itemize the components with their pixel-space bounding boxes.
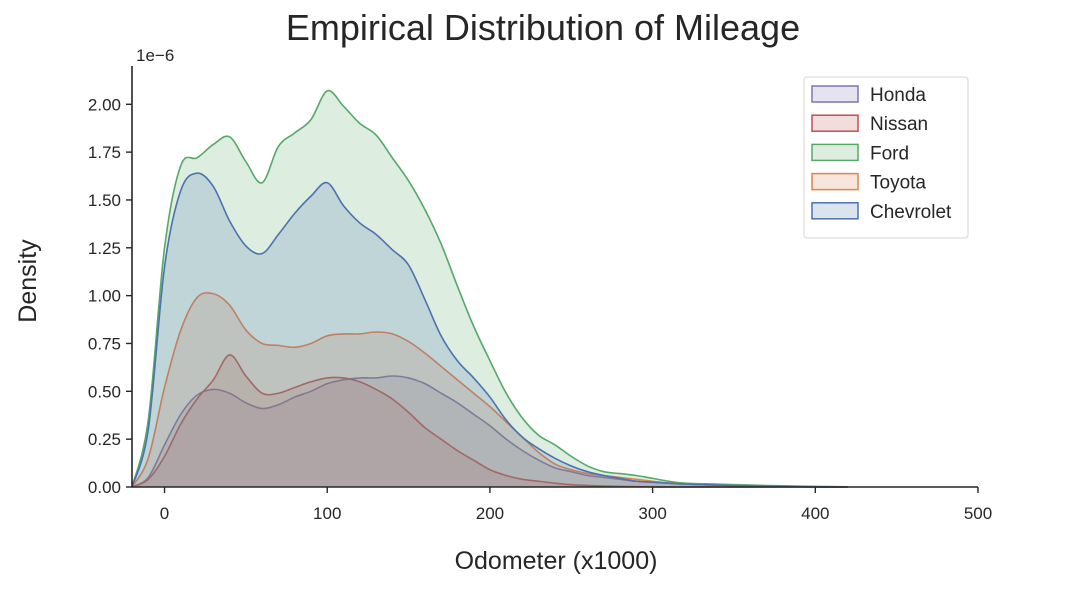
x-tick-label: 200 [476,504,504,523]
y-tick-label: 1.25 [88,239,121,258]
x-tick-label: 0 [160,504,169,523]
y-tick-label: 1.75 [88,143,121,162]
area-ford [132,90,848,487]
x-axis-label: Odometer (x1000) [455,547,658,575]
legend-label-chevrolet: Chevrolet [870,202,952,223]
area-honda [132,376,848,487]
legend-swatch-nissan [811,114,859,132]
curve-chevrolet [131,172,848,488]
y-scale-label: 1e−6 [136,46,174,65]
legend-label-honda: Honda [870,85,926,106]
y-tick-label: 1.50 [88,191,121,210]
y-tick-label: 0.00 [88,478,121,497]
legend-label-toyota: Toyota [870,173,926,194]
y-tick-label: 0.25 [88,430,121,449]
legend-swatch-toyota [811,172,859,191]
legend-item-chevrolet: Chevrolet [811,202,952,223]
x-tick-label: 100 [313,504,341,523]
plot-area [131,89,848,488]
y-axis-label: Density [14,239,42,323]
y-tick-label: 0.50 [88,382,121,401]
x-tick-label: 500 [964,504,992,523]
area-toyota [132,292,848,487]
x-tick-label: 300 [638,504,666,523]
chart-title: Empirical Distribution of Mileage [286,7,800,48]
legend-label-ford: Ford [870,143,909,164]
y-tick-label: 0.75 [88,334,121,353]
y-tick-label: 1.00 [88,287,121,306]
legend-swatch-honda [811,85,859,103]
curve-ford [131,89,848,488]
axes: 0 100 200 300 400 500 0.00 0.25 0.50 0.75 1.00 1.25… [88,66,992,523]
legend-label-nissan: Nissan [870,114,928,135]
x-tick-label: 400 [801,504,829,523]
legend-swatch-ford [811,143,859,162]
area-chevrolet [132,173,848,487]
legend-item-toyota: Toyota [811,172,926,194]
legend-item-ford: Ford [811,143,909,164]
legend-swatch-chevrolet [811,202,859,220]
y-tick-label: 2.00 [88,95,121,114]
legend-item-nissan: Nissan [811,114,928,135]
legend: Honda Nissan Ford Toyota Chevrolet [803,76,969,239]
legend-box [803,76,969,239]
area-nissan [132,354,848,487]
legend-item-honda: Honda [811,85,926,106]
